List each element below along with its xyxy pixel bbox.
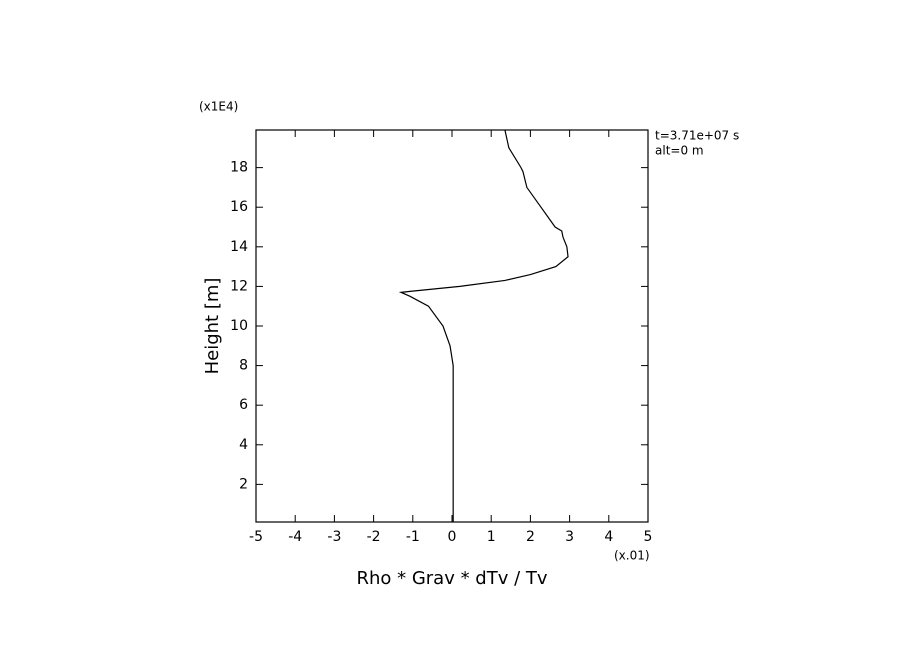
y-tick-label: 10 xyxy=(230,318,248,334)
x-tick-label: -1 xyxy=(406,529,420,545)
x-axis-title: Rho * Grav * dTv / Tv xyxy=(356,568,547,589)
x-tick-label: -2 xyxy=(367,529,381,545)
x-tick-label: 3 xyxy=(565,529,574,545)
y-tick-label: 6 xyxy=(239,397,248,413)
y-scale-note: (x1E4) xyxy=(199,100,238,114)
x-tick-label: -5 xyxy=(249,529,263,545)
x-tick-label: 4 xyxy=(604,529,613,545)
y-tick-label: 16 xyxy=(230,199,248,215)
y-tick-label: 14 xyxy=(230,239,248,255)
x-scale-note: (x.01) xyxy=(614,549,650,563)
annotation: t=3.71e+07 s xyxy=(655,129,739,143)
y-tick-label: 18 xyxy=(230,160,248,176)
data-line xyxy=(398,129,569,522)
x-tick-label: 5 xyxy=(644,529,653,545)
x-tick-label: 0 xyxy=(448,529,457,545)
y-tick-label: 4 xyxy=(239,437,248,453)
y-axis-title: Height [m] xyxy=(202,278,223,375)
y-tick-label: 12 xyxy=(230,278,248,294)
plot-frame xyxy=(255,129,649,523)
y-tick-label: 2 xyxy=(239,476,248,492)
x-tick-label: 1 xyxy=(487,529,496,545)
annotation: alt=0 m xyxy=(655,144,704,158)
y-tick-label: 8 xyxy=(239,358,248,374)
x-tick-label: 2 xyxy=(526,529,535,545)
x-tick-label: -4 xyxy=(288,529,302,545)
x-tick-label: -3 xyxy=(327,529,341,545)
